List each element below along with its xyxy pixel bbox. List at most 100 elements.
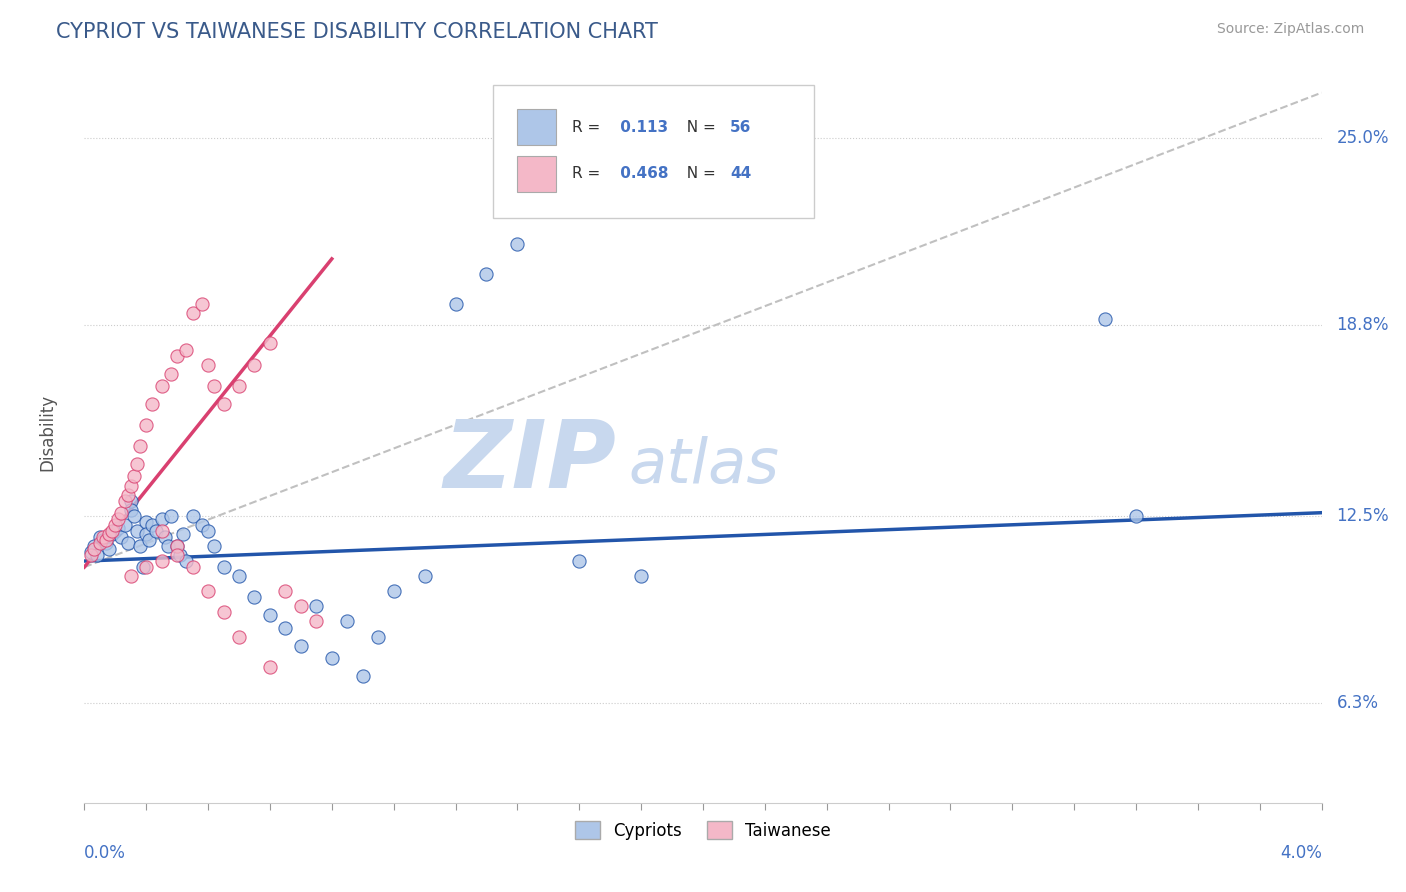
Point	[212, 397, 235, 411]
Point	[243, 358, 266, 372]
Point	[228, 378, 250, 392]
Point	[83, 541, 105, 556]
Point	[181, 508, 204, 523]
Point	[150, 554, 173, 568]
Point	[1094, 312, 1116, 326]
Point	[91, 533, 114, 547]
Point	[305, 615, 328, 629]
Point	[413, 569, 436, 583]
Point	[166, 548, 188, 562]
Point	[132, 560, 155, 574]
Point	[89, 536, 111, 550]
Point	[321, 650, 343, 665]
Point	[110, 530, 132, 544]
Point	[197, 584, 219, 599]
Point	[107, 512, 129, 526]
Text: 12.5%: 12.5%	[1337, 507, 1389, 524]
Text: 44: 44	[730, 167, 751, 181]
Point	[259, 336, 281, 351]
Point	[135, 418, 157, 433]
Point	[125, 458, 148, 472]
Point	[91, 530, 114, 544]
Point	[367, 630, 389, 644]
Point	[120, 478, 142, 492]
Point	[259, 660, 281, 674]
Point	[228, 569, 250, 583]
Point	[120, 502, 142, 516]
Point	[274, 584, 297, 599]
Point	[141, 397, 163, 411]
Point	[156, 539, 179, 553]
Point	[122, 508, 145, 523]
Point	[89, 530, 111, 544]
Point	[98, 541, 121, 556]
Point	[160, 508, 183, 523]
FancyBboxPatch shape	[517, 109, 555, 145]
Point	[243, 591, 266, 605]
Point	[166, 539, 188, 553]
Point	[129, 439, 152, 453]
Point	[228, 630, 250, 644]
Point	[117, 487, 139, 501]
Point	[166, 349, 188, 363]
Point	[202, 378, 225, 392]
Point	[290, 639, 312, 653]
FancyBboxPatch shape	[517, 156, 555, 192]
Text: 18.8%: 18.8%	[1337, 317, 1389, 334]
Point	[107, 521, 129, 535]
Text: atlas: atlas	[628, 436, 780, 496]
Text: 6.3%: 6.3%	[1337, 694, 1378, 712]
Text: CYPRIOT VS TAIWANESE DISABILITY CORRELATION CHART: CYPRIOT VS TAIWANESE DISABILITY CORRELAT…	[56, 22, 658, 42]
Point	[176, 554, 198, 568]
Text: N =: N =	[678, 167, 721, 181]
Point	[475, 267, 498, 281]
Point	[141, 517, 163, 532]
Point	[135, 515, 157, 529]
Point	[197, 358, 219, 372]
Point	[114, 493, 136, 508]
Text: 0.468: 0.468	[616, 167, 669, 181]
Point	[181, 306, 204, 320]
Point	[125, 524, 148, 538]
Text: R =: R =	[572, 120, 605, 135]
Point	[150, 524, 173, 538]
Point	[191, 517, 214, 532]
Point	[83, 539, 105, 553]
Point	[212, 606, 235, 620]
Point	[181, 560, 204, 574]
Point	[120, 569, 142, 583]
Point	[120, 493, 142, 508]
Text: 56: 56	[730, 120, 752, 135]
Point	[153, 530, 176, 544]
Point	[382, 584, 405, 599]
Point	[630, 569, 652, 583]
Text: ZIP: ZIP	[443, 417, 616, 508]
Point	[1125, 508, 1147, 523]
Text: 25.0%: 25.0%	[1337, 129, 1389, 147]
Point	[150, 378, 173, 392]
Point	[568, 554, 591, 568]
Text: Source: ZipAtlas.com: Source: ZipAtlas.com	[1216, 22, 1364, 37]
Point	[94, 533, 117, 547]
Point	[110, 506, 132, 520]
Point	[135, 560, 157, 574]
Point	[101, 526, 124, 541]
Point	[145, 524, 167, 538]
Point	[444, 297, 467, 311]
Point	[274, 621, 297, 635]
Text: R =: R =	[572, 167, 605, 181]
Point	[212, 560, 235, 574]
Point	[117, 536, 139, 550]
Point	[336, 615, 359, 629]
Point	[191, 297, 214, 311]
Point	[506, 236, 529, 251]
Text: N =: N =	[678, 120, 721, 135]
Point	[202, 539, 225, 553]
Point	[98, 526, 121, 541]
Point	[166, 539, 188, 553]
Legend: Cypriots, Taiwanese: Cypriots, Taiwanese	[568, 814, 838, 847]
Point	[290, 599, 312, 614]
Point	[259, 608, 281, 623]
Point	[101, 524, 124, 538]
Point	[352, 669, 374, 683]
